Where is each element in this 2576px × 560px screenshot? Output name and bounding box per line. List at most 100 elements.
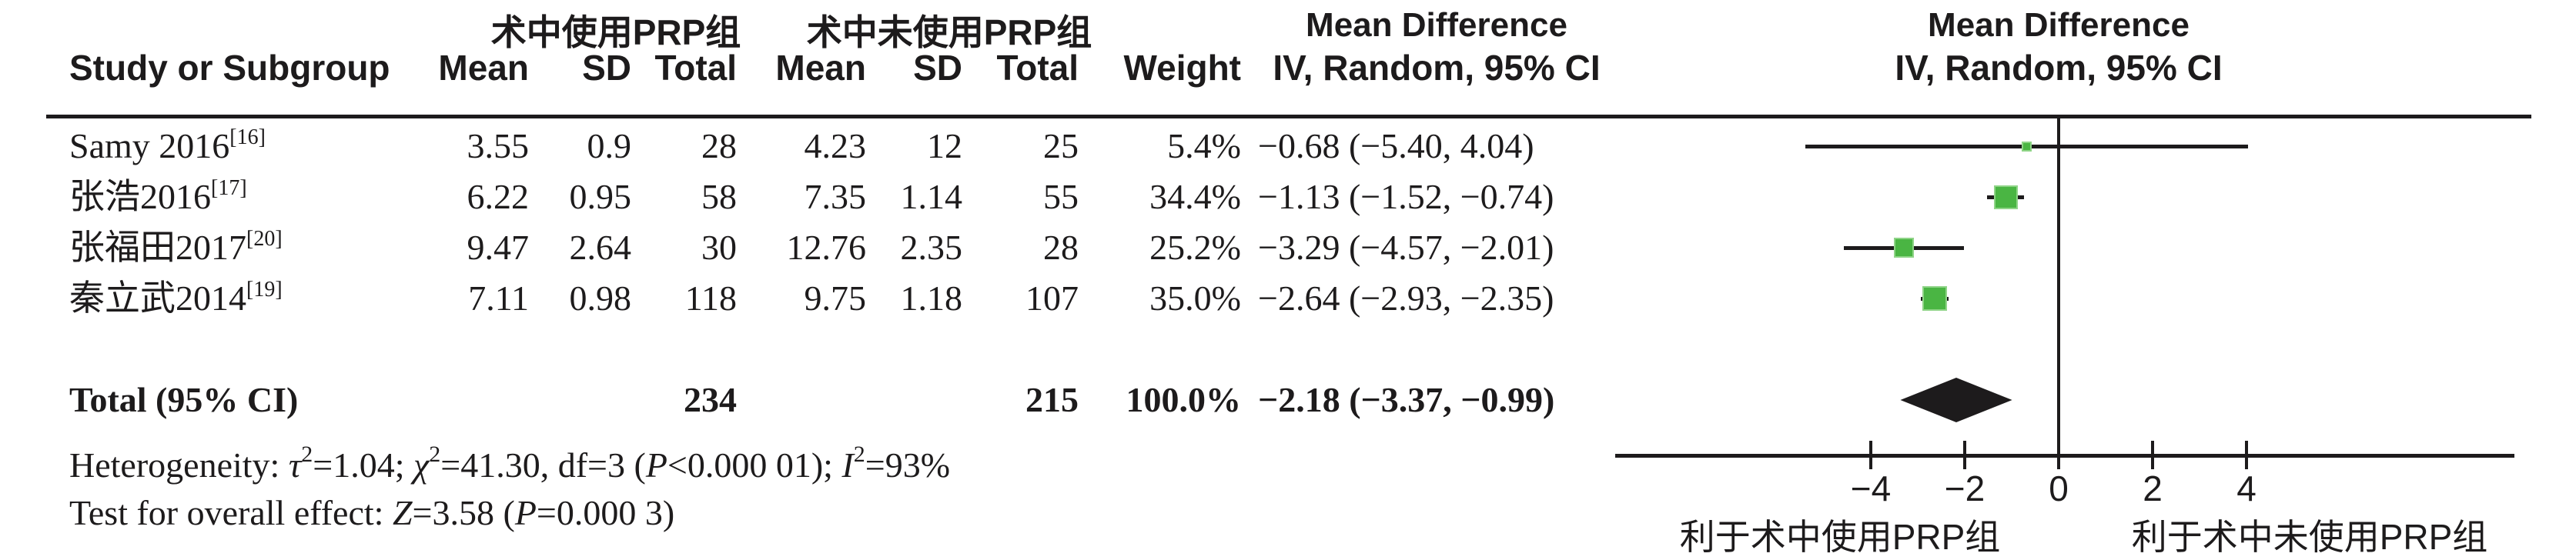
het-text: =1.04; bbox=[313, 445, 414, 485]
effect-square bbox=[1922, 286, 1947, 311]
col-header-sd-2: SD bbox=[913, 48, 962, 88]
het-text: =93% bbox=[865, 445, 951, 485]
axis-tick-label: 2 bbox=[2143, 468, 2163, 508]
axis-tick-label: −2 bbox=[1944, 468, 1986, 508]
total-2-value: 55 bbox=[1043, 177, 1079, 216]
study-label: 张福田2017[20] bbox=[69, 228, 283, 268]
study-name: 秦立武2014 bbox=[69, 278, 246, 318]
mean-1-value: 6.22 bbox=[467, 177, 530, 216]
mean-2-value: 4.23 bbox=[804, 126, 867, 165]
mean-2-value: 9.75 bbox=[804, 278, 867, 318]
p-symbol: P bbox=[514, 493, 537, 532]
axis-tick bbox=[2245, 441, 2248, 469]
p-symbol: P bbox=[645, 445, 667, 485]
sd-1-value: 0.95 bbox=[569, 177, 632, 216]
total-row: Total (95% CI) 234 215 100.0% −2.18 (−3.… bbox=[0, 380, 2576, 420]
total-1-sum: 234 bbox=[684, 380, 737, 419]
total-weight: 100.0% bbox=[1126, 380, 1242, 419]
favor-left-label: 利于术中使用PRP组 bbox=[1679, 517, 2001, 557]
total-1-value: 28 bbox=[701, 126, 737, 165]
col-header-total-2: Total bbox=[996, 48, 1079, 88]
overall-effect-line: Test for overall effect: Z=3.58 (P=0.000… bbox=[69, 493, 674, 533]
study-label: 秦立武2014[19] bbox=[69, 278, 283, 318]
axis-tick bbox=[2057, 441, 2060, 469]
total-1-value: 118 bbox=[684, 278, 737, 318]
study-label: 张浩2016[17] bbox=[69, 177, 247, 217]
sd-2-value: 12 bbox=[927, 126, 962, 165]
axis-tick bbox=[1963, 441, 1966, 469]
study-ref: [17] bbox=[211, 176, 247, 200]
study-name: 张福田2017 bbox=[69, 228, 246, 267]
col-header-plot-md-ci: IV, Random, 95% CI bbox=[1895, 48, 2223, 88]
tau-symbol: τ bbox=[288, 445, 302, 485]
i-symbol: I bbox=[841, 445, 854, 485]
table-row: 秦立武2014[19] 7.11 0.98 118 9.75 1.18 107 … bbox=[0, 278, 2576, 318]
table-row: 张福田2017[20] 9.47 2.64 30 12.76 2.35 28 2… bbox=[0, 228, 2576, 268]
superscript-2: 2 bbox=[429, 442, 441, 467]
header-md-title: Mean Difference bbox=[1306, 6, 1567, 44]
mean-1-value: 9.47 bbox=[467, 228, 530, 267]
het-text: <0.000 01); bbox=[667, 445, 842, 485]
zero-effect-line bbox=[2057, 118, 2060, 455]
column-header-row: Study or Subgroup Mean SD Total Mean SD … bbox=[0, 48, 2576, 88]
sd-1-value: 0.98 bbox=[569, 278, 632, 318]
mean-2-value: 12.76 bbox=[786, 228, 867, 267]
favor-right-label: 利于术中未使用PRP组 bbox=[2131, 517, 2488, 557]
axis-tick-label: 4 bbox=[2236, 468, 2257, 508]
col-header-mean-2: Mean bbox=[775, 48, 866, 88]
total-2-value: 107 bbox=[1025, 278, 1079, 318]
total-1-value: 58 bbox=[701, 177, 737, 216]
header-plot-md-title: Mean Difference bbox=[1928, 6, 2190, 44]
superscript-2: 2 bbox=[301, 442, 313, 467]
col-header-study: Study or Subgroup bbox=[69, 48, 390, 88]
chi-symbol: χ bbox=[413, 445, 430, 485]
total-2-sum: 215 bbox=[1025, 380, 1079, 419]
weight-value: 34.4% bbox=[1149, 177, 1241, 216]
md-ci-value: −3.29 (−4.57, −2.01) bbox=[1258, 228, 1554, 267]
total-1-value: 30 bbox=[701, 228, 737, 267]
axis-tick bbox=[1869, 441, 1872, 469]
col-header-total-1: Total bbox=[654, 48, 737, 88]
table-row: 张浩2016[17] 6.22 0.95 58 7.35 1.14 55 34.… bbox=[0, 177, 2576, 217]
mean-2-value: 7.35 bbox=[804, 177, 867, 216]
study-ref: [20] bbox=[246, 227, 283, 251]
header-group-no-prp: 术中未使用PRP组 bbox=[806, 12, 1092, 52]
mean-1-value: 7.11 bbox=[468, 278, 529, 318]
study-name: 张浩2016 bbox=[69, 177, 211, 216]
md-ci-value: −0.68 (−5.40, 4.04) bbox=[1258, 126, 1534, 165]
heterogeneity-line: Heterogeneity: τ2=1.04; χ2=41.30, df=3 (… bbox=[69, 442, 951, 485]
md-ci-value: −1.13 (−1.52, −0.74) bbox=[1258, 177, 1554, 216]
header-divider-rule bbox=[46, 115, 2531, 118]
superscript-2: 2 bbox=[853, 442, 865, 467]
weight-value: 5.4% bbox=[1167, 126, 1241, 165]
table-row: Samy 2016[16] 3.55 0.9 28 4.23 12 25 5.4… bbox=[0, 126, 2576, 166]
overall-text: =3.58 ( bbox=[412, 493, 515, 532]
overall-text: Test for overall effect: bbox=[69, 493, 393, 532]
col-header-md-ci: IV, Random, 95% CI bbox=[1273, 48, 1601, 88]
axis-tick-label: −4 bbox=[1850, 468, 1892, 508]
md-ci-value: −2.64 (−2.93, −2.35) bbox=[1258, 278, 1554, 318]
z-symbol: Z bbox=[392, 493, 413, 532]
mean-1-value: 3.55 bbox=[467, 126, 530, 165]
het-text: =41.30, df=3 ( bbox=[440, 445, 646, 485]
effect-square bbox=[1993, 185, 2018, 209]
weight-value: 25.2% bbox=[1149, 228, 1241, 267]
effect-square bbox=[1894, 238, 1915, 258]
axis-tick-label: 0 bbox=[2049, 468, 2069, 508]
col-header-sd-1: SD bbox=[582, 48, 631, 88]
sd-2-value: 1.14 bbox=[900, 177, 963, 216]
header-group-prp: 术中使用PRP组 bbox=[490, 12, 741, 52]
study-ref: [16] bbox=[229, 125, 266, 149]
sd-2-value: 1.18 bbox=[900, 278, 963, 318]
total-2-value: 25 bbox=[1043, 126, 1079, 165]
overall-text: =0.000 3) bbox=[536, 493, 675, 532]
study-ref: [19] bbox=[246, 278, 283, 302]
x-axis-line bbox=[1614, 454, 2514, 458]
sd-1-value: 2.64 bbox=[569, 228, 632, 267]
col-header-mean-1: Mean bbox=[438, 48, 529, 88]
study-label: Samy 2016[16] bbox=[69, 126, 266, 166]
het-text: Heterogeneity: bbox=[69, 445, 289, 485]
sd-2-value: 2.35 bbox=[900, 228, 963, 267]
study-name: Samy 2016 bbox=[69, 126, 230, 165]
